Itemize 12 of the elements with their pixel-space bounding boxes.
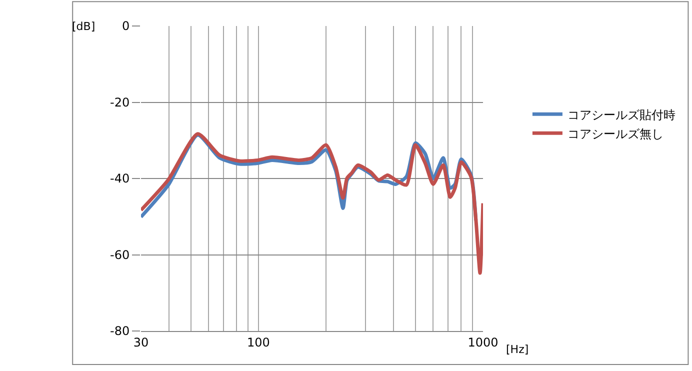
y-axis-title: [dB]	[72, 20, 96, 33]
y-tick-label: -80	[110, 324, 130, 338]
x-axis-title: [Hz]	[506, 343, 529, 356]
y-tick-label: -60	[110, 248, 130, 262]
x-tick-label: 100	[246, 335, 270, 350]
legend-label: コアシールズ貼付時	[567, 108, 676, 122]
y-tick-label: -20	[110, 95, 130, 110]
x-tick-label: 1000	[468, 335, 498, 350]
legend-label: コアシールズ無し	[567, 126, 664, 141]
y-tick-label: 0	[122, 19, 130, 34]
x-tick-label: 30	[133, 335, 149, 350]
y-tick-label: -40	[110, 172, 130, 186]
